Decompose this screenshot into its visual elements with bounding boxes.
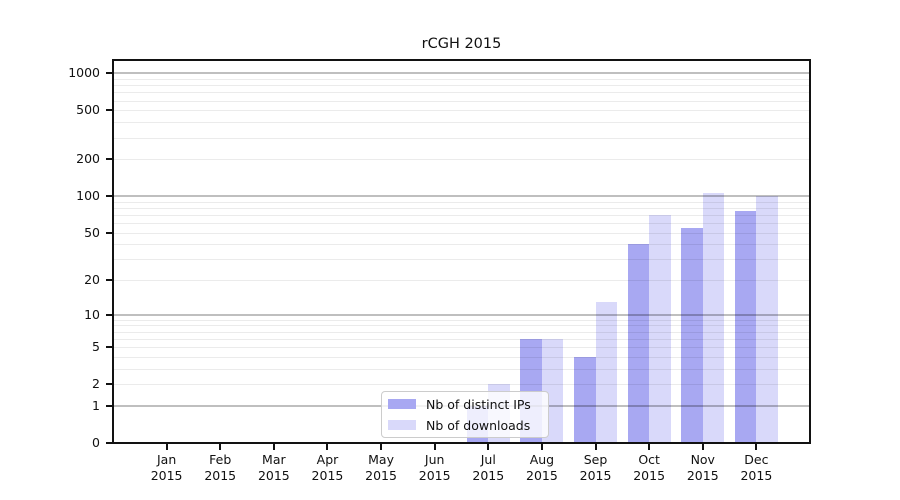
gridline-2	[113, 384, 810, 386]
y-tick-1	[106, 404, 112, 407]
x-tick-feb	[219, 444, 222, 450]
gridline-6	[113, 338, 810, 340]
x-tick-label-aug: Aug 2015	[526, 452, 558, 483]
gridline-30	[113, 259, 810, 261]
bar-nb-of-downloads-sep	[595, 301, 617, 443]
chart-title: rCGH 2015	[421, 36, 502, 52]
gridline-4	[113, 356, 810, 358]
bar-nb-of-distinct-ips-dec	[734, 211, 757, 443]
x-tick-label-feb: Feb 2015	[204, 452, 237, 483]
y-tick-label-20: 20	[84, 272, 100, 288]
x-tick-label-dec: Dec 2015	[740, 452, 773, 483]
y-tick-label-2: 2	[92, 376, 100, 392]
gridline-70	[113, 214, 810, 216]
gridline-500	[113, 110, 810, 112]
y-tick-500	[106, 109, 112, 112]
gridline-200	[113, 159, 810, 161]
gridline-1000	[113, 72, 810, 75]
x-tick-jul	[487, 444, 490, 450]
gridline-900	[113, 78, 810, 80]
x-tick-oct	[648, 444, 651, 450]
gridline-8	[113, 325, 810, 327]
y-tick-label-0: 0	[92, 435, 100, 450]
gridline-3	[113, 368, 810, 370]
gridline-300	[113, 137, 810, 139]
bar-nb-of-downloads-oct	[649, 214, 671, 443]
y-tick-100	[106, 194, 112, 197]
y-tick-label-200: 200	[76, 151, 100, 167]
gridline-100	[113, 194, 810, 197]
y-tick-label-5: 5	[92, 339, 100, 355]
y-tick-5	[106, 346, 112, 349]
bar-nb-of-downloads-dec	[756, 195, 778, 443]
gridline-90	[113, 201, 810, 203]
y-tick-1000	[106, 72, 112, 75]
bar-nb-of-distinct-ips-sep	[574, 356, 596, 443]
x-tick-jan	[165, 444, 168, 450]
x-tick-dec	[755, 444, 758, 450]
x-tick-mar	[272, 444, 275, 450]
gridline-40	[113, 244, 810, 246]
y-tick-20	[106, 279, 112, 282]
y-tick-0	[106, 442, 112, 444]
y-tick-200	[106, 158, 112, 161]
legend-label: Nb of distinct IPs	[426, 396, 531, 412]
x-tick-label-apr: Apr 2015	[311, 452, 344, 483]
y-tick-label-10: 10	[84, 306, 100, 322]
y-tick-label-1: 1	[92, 397, 100, 413]
gridline-10	[113, 313, 810, 316]
x-tick-aug	[540, 444, 543, 450]
gridline-400	[113, 122, 810, 124]
x-tick-label-nov: Nov 2015	[686, 452, 719, 483]
legend-swatch-icon	[388, 399, 416, 409]
y-tick-2	[106, 383, 112, 386]
y-tick-10	[106, 313, 112, 316]
y-tick-label-1000: 1000	[68, 65, 100, 81]
bar-nb-of-distinct-ips-nov	[681, 227, 703, 443]
gridline-50	[113, 232, 810, 234]
y-tick-label-50: 50	[84, 224, 100, 240]
x-tick-label-jun: Jun 2015	[418, 452, 451, 483]
y-tick-label-500: 500	[76, 102, 100, 118]
gridline-5	[113, 347, 810, 349]
plot-area: Nb of distinct IPs Nb of downloads	[113, 60, 810, 443]
x-tick-nov	[701, 444, 704, 450]
x-tick-jun	[433, 444, 436, 450]
x-tick-apr	[326, 444, 329, 450]
gridline-600	[113, 100, 810, 102]
bar-nb-of-downloads-nov	[702, 193, 725, 443]
y-tick-label-100: 100	[76, 187, 100, 203]
x-tick-label-may: May 2015	[365, 452, 397, 483]
bar-nb-of-distinct-ips-oct	[627, 244, 650, 443]
gridline-80	[113, 207, 810, 209]
gridline-7	[113, 331, 810, 333]
gridline-700	[113, 92, 810, 94]
x-tick-label-oct: Oct 2015	[633, 452, 666, 483]
gridline-20	[113, 280, 810, 282]
x-tick-label-jan: Jan 2015	[150, 452, 183, 483]
legend: Nb of distinct IPs Nb of downloads	[381, 391, 549, 438]
y-tick-50	[106, 231, 112, 234]
x-tick-label-mar: Mar 2015	[257, 452, 290, 483]
gridlines	[113, 60, 810, 443]
gridline-800	[113, 85, 810, 87]
x-tick-sep	[594, 444, 597, 450]
legend-swatch-icon	[388, 420, 416, 430]
gridline-9	[113, 319, 810, 321]
x-tick-label-sep: Sep 2015	[579, 452, 612, 483]
gridline-60	[113, 222, 810, 224]
x-tick-may	[380, 444, 383, 450]
legend-label: Nb of downloads	[426, 417, 531, 433]
x-tick-label-jul: Jul 2015	[472, 452, 505, 483]
legend-item-1: Nb of downloads	[388, 416, 542, 435]
legend-item-0: Nb of distinct IPs	[388, 395, 542, 414]
